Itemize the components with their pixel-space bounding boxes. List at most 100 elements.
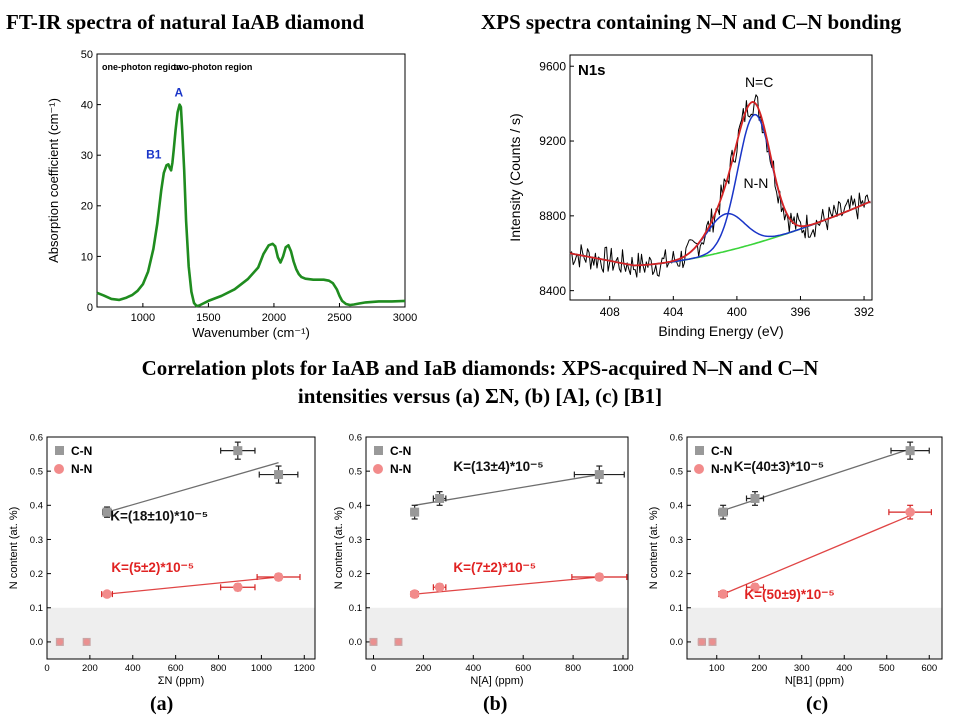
data-point-nn — [409, 589, 420, 599]
fit-label-nn: K=(7±2)*10⁻⁵ — [453, 560, 536, 575]
plot-frame — [96, 53, 406, 308]
data-point-zero-overlay — [83, 638, 90, 646]
xps-background-line — [569, 200, 871, 267]
x-axis-label: Binding Energy (eV) — [658, 323, 783, 339]
data-point-nn — [273, 572, 284, 582]
data-point-nn — [718, 589, 728, 599]
x-tick-label: 1000 — [251, 663, 272, 674]
x-tick-label: 3000 — [393, 312, 417, 324]
x-axis-label: Wavenumber (cm⁻¹) — [192, 325, 310, 340]
shaded-region — [687, 607, 942, 659]
x-axis-label: N[B1] (ppm) — [785, 675, 844, 687]
x-tick-label: 396 — [790, 305, 810, 319]
y-axis-label: N content (at. %) — [333, 507, 345, 590]
correlation-title-line1: Correlation plots for IaAB and IaB diamo… — [141, 356, 819, 380]
legend-label-cn: C-N — [71, 444, 92, 458]
xps-envelope-line — [569, 101, 871, 267]
x-tick-label: 404 — [663, 305, 683, 319]
data-point-zero-overlay — [709, 638, 716, 646]
data-point-cn — [274, 470, 284, 480]
fit-label-cn: K=(40±3)*10⁻⁵ — [734, 459, 824, 474]
y-tick-label: 0.1 — [30, 603, 43, 614]
data-point-nn — [102, 589, 112, 599]
x-tick-label: 600 — [168, 663, 184, 674]
xps-panel-label: N1s — [578, 62, 606, 79]
fit-line-nn — [722, 514, 911, 595]
x-tick-label: 1200 — [294, 663, 315, 674]
x-tick-label: 400 — [727, 305, 747, 319]
y-tick-label: 9600 — [539, 59, 566, 73]
plot-frame — [365, 436, 629, 660]
y-tick-label: 0.2 — [670, 569, 683, 580]
y-tick-label: 30 — [81, 150, 93, 162]
legend-marker-nn — [54, 464, 64, 474]
x-tick-label: 392 — [854, 305, 874, 319]
y-tick-label: 0.1 — [349, 603, 362, 614]
y-tick-label: 0.2 — [349, 569, 362, 580]
legend-label-cn: C-N — [711, 444, 732, 458]
panel-label-b: (b) — [483, 693, 508, 715]
y-axis-label: Intensity (Counts / s) — [507, 113, 523, 241]
data-point-zero-overlay — [56, 638, 64, 646]
y-tick-label: 0.2 — [30, 569, 43, 580]
data-point-cn — [905, 446, 915, 456]
y-tick-label: 10 — [81, 251, 93, 263]
x-tick-label: 600 — [921, 663, 937, 674]
x-tick-label: 200 — [415, 663, 431, 674]
fit-line-nn — [106, 576, 279, 595]
x-axis-label: ΣN (ppm) — [158, 675, 205, 687]
x-tick-label: 1000 — [131, 312, 155, 324]
x-tick-label: 400 — [836, 663, 852, 674]
xps-chart: 408 404 400 396 392 8400 8800 9200 9600 Binding E… — [507, 54, 874, 339]
legend-marker-cn — [695, 446, 704, 455]
y-tick-label: 8800 — [539, 209, 566, 223]
xps-raw-data-line — [569, 94, 871, 278]
legend-marker-nn — [694, 464, 704, 474]
y-tick-label: 0.3 — [30, 535, 43, 546]
data-point-nn — [233, 582, 243, 593]
fit-label-cn: K=(18±10)*10⁻⁵ — [110, 509, 208, 524]
x-tick-label: 1000 — [612, 663, 633, 674]
y-tick-label: 0.6 — [30, 432, 43, 443]
y-tick-label: 20 — [81, 201, 93, 213]
x-tick-label: 400 — [125, 663, 141, 674]
y-tick-label: 0.5 — [349, 466, 362, 477]
peak-label-b1: B1 — [146, 147, 162, 161]
data-point-cn — [102, 507, 112, 517]
y-axis-label: N content (at. %) — [648, 507, 660, 590]
data-point-cn — [435, 493, 445, 503]
shaded-region — [366, 607, 628, 659]
x-tick-label: 408 — [600, 305, 620, 319]
legend-label-nn: N-N — [711, 462, 732, 476]
correlation-chart-c: 100 200 300 400 500 600 0.0 0.1 0.2 0.3 0.4 0.5 0.6 N… — [648, 432, 943, 687]
shaded-region — [47, 607, 315, 659]
legend-marker-nn — [373, 464, 383, 474]
x-tick-label: 600 — [515, 663, 531, 674]
legend-label-cn: C-N — [390, 444, 411, 458]
y-tick-label: 0.6 — [349, 432, 362, 443]
data-point-zero-overlay — [395, 638, 402, 646]
y-axis-label: Absorption coefficient (cm⁻¹) — [46, 98, 61, 263]
x-tick-label: 200 — [751, 663, 767, 674]
x-tick-label: 2000 — [262, 312, 286, 324]
y-tick-label: 0.4 — [349, 501, 362, 512]
y-tick-label: 9200 — [539, 134, 566, 148]
y-tick-label: 40 — [81, 99, 93, 111]
data-point-zero-overlay — [698, 638, 706, 646]
y-tick-label: 0.3 — [670, 535, 683, 546]
x-tick-label: 100 — [709, 663, 725, 674]
data-point-zero-overlay — [370, 638, 377, 646]
x-tick-label: 1500 — [196, 312, 220, 324]
legend-label-nn: N-N — [390, 462, 411, 476]
xps-nc-component-line — [569, 113, 871, 267]
ftir-chart: 1000 1500 2000 2500 3000 0 10 20 30 40 50 Wavenumbe… — [46, 49, 417, 340]
plot-frame — [569, 54, 873, 301]
y-tick-label: 0.0 — [30, 637, 43, 648]
x-tick-label: 400 — [465, 663, 481, 674]
two-photon-region-label: two-photon region — [173, 62, 252, 72]
y-tick-label: 0.0 — [670, 637, 683, 648]
x-tick-label: 300 — [794, 663, 810, 674]
x-tick-label: 200 — [82, 663, 98, 674]
plot-frame — [686, 436, 943, 660]
panel-label-a: (a) — [150, 693, 174, 715]
